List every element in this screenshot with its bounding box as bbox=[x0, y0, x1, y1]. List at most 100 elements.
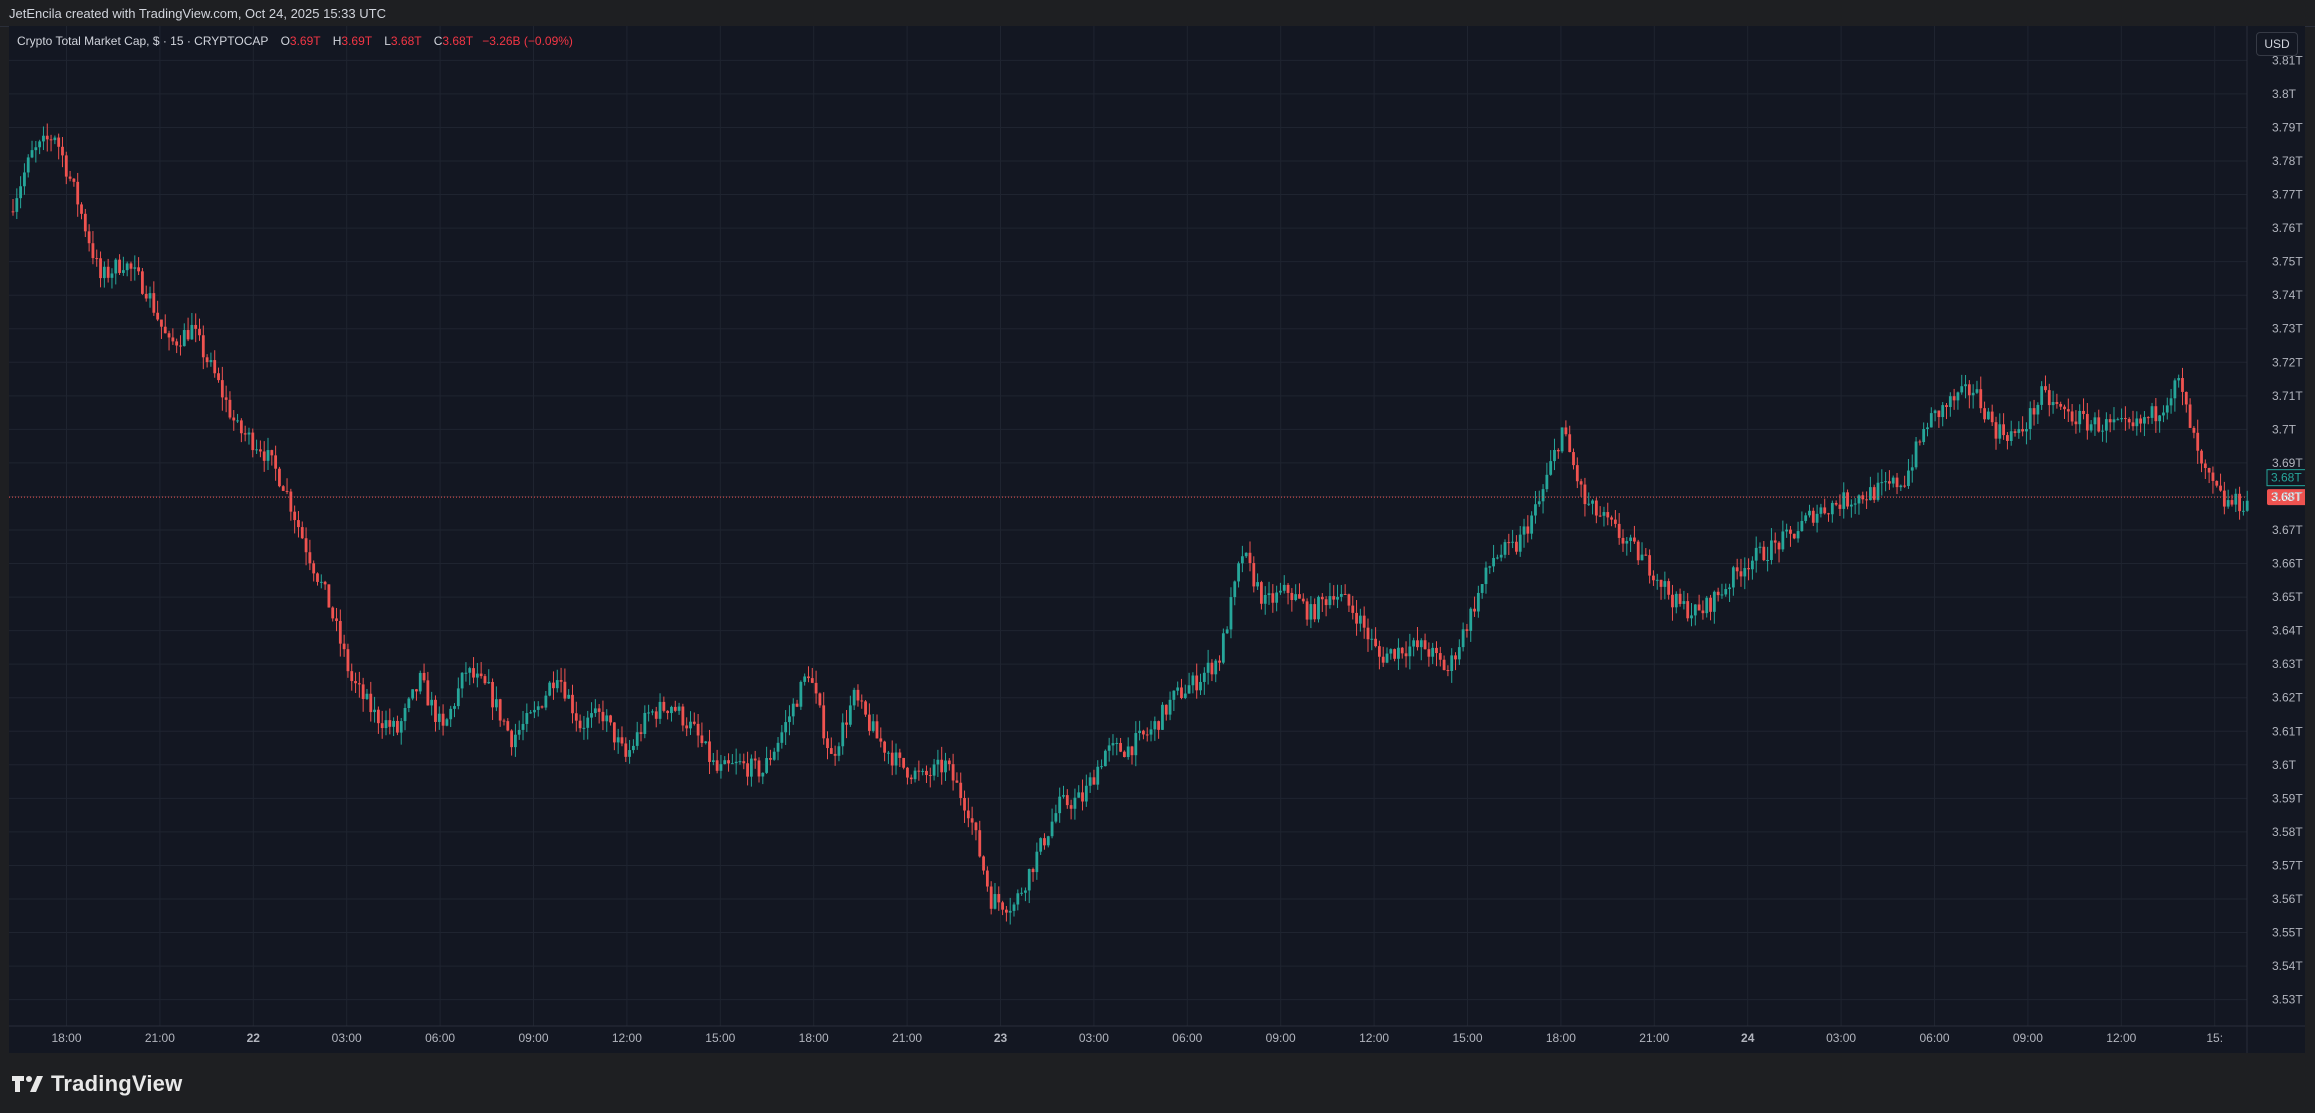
candle-body bbox=[643, 712, 647, 734]
candle bbox=[734, 748, 738, 775]
candle bbox=[1625, 537, 1629, 556]
candle-body bbox=[715, 760, 719, 771]
candle bbox=[1549, 450, 1553, 476]
candle bbox=[1362, 606, 1366, 639]
candle-body bbox=[993, 894, 997, 909]
candle-body bbox=[1115, 742, 1119, 744]
candle-body bbox=[293, 511, 297, 521]
candle bbox=[19, 176, 23, 209]
candle-body bbox=[342, 643, 346, 650]
y-tick-label: 3.67T bbox=[2272, 523, 2303, 537]
x-tick-label: 06:00 bbox=[1172, 1031, 1202, 1045]
candle-body bbox=[982, 856, 985, 871]
candle bbox=[2241, 501, 2245, 516]
candle-body bbox=[692, 721, 696, 724]
candle-body bbox=[890, 752, 894, 766]
candle bbox=[2203, 459, 2207, 479]
candle bbox=[456, 677, 460, 710]
candle bbox=[1553, 438, 1556, 471]
candle-body bbox=[1796, 531, 1800, 539]
candle bbox=[1260, 580, 1263, 610]
candle-body bbox=[1476, 592, 1480, 612]
candle-body bbox=[422, 672, 426, 681]
candle-body bbox=[2006, 435, 2009, 441]
brand[interactable]: TradingView bbox=[11, 1071, 182, 1097]
candle-body bbox=[1522, 526, 1526, 535]
candle bbox=[1347, 593, 1351, 612]
close-value: 3.68T bbox=[442, 34, 473, 48]
candle-body bbox=[1998, 424, 2002, 439]
candle bbox=[1240, 545, 1244, 573]
candle bbox=[1050, 808, 1054, 839]
candle-body bbox=[2089, 424, 2093, 431]
candle-body bbox=[2234, 493, 2238, 505]
symbol-name[interactable]: Crypto Total Market Cap, $ · 15 · CRYPTO… bbox=[17, 34, 269, 48]
candle bbox=[1419, 638, 1423, 661]
candle-body bbox=[2226, 500, 2230, 507]
candle bbox=[860, 694, 864, 709]
candle-body bbox=[1286, 584, 1290, 593]
candle bbox=[190, 312, 194, 340]
candle bbox=[1811, 507, 1815, 527]
candle bbox=[723, 756, 727, 765]
candle bbox=[1652, 570, 1655, 586]
candle bbox=[2036, 402, 2040, 424]
candle bbox=[525, 703, 529, 733]
candle bbox=[1480, 584, 1484, 599]
currency-button[interactable]: USD bbox=[2256, 32, 2298, 56]
candle bbox=[1709, 594, 1712, 621]
candle-body bbox=[262, 451, 266, 461]
candle-body bbox=[673, 706, 677, 711]
candle bbox=[1484, 561, 1488, 594]
candle-body bbox=[883, 741, 887, 753]
candle bbox=[1119, 737, 1122, 753]
candle-body bbox=[1065, 795, 1069, 806]
candle-body bbox=[769, 758, 772, 760]
candle bbox=[1073, 788, 1077, 820]
candle-body bbox=[1153, 721, 1157, 730]
candle bbox=[160, 319, 163, 339]
candle-body bbox=[1233, 581, 1237, 598]
candle bbox=[963, 790, 966, 823]
candle-body bbox=[232, 417, 236, 421]
candle bbox=[1720, 583, 1724, 599]
candle bbox=[1122, 750, 1126, 758]
candle-body bbox=[270, 450, 274, 456]
candle bbox=[1952, 388, 1956, 410]
candle-body bbox=[1750, 560, 1754, 570]
candle bbox=[982, 855, 985, 875]
candle-body bbox=[2047, 390, 2051, 406]
candle-body bbox=[1206, 662, 1210, 673]
candle bbox=[1945, 402, 1948, 420]
candle bbox=[2101, 424, 2104, 442]
y-tick-label: 3.54T bbox=[2272, 959, 2303, 973]
candle-body bbox=[297, 520, 300, 528]
candle-body bbox=[837, 746, 841, 756]
candle bbox=[445, 717, 449, 727]
chart-area[interactable]: 3.68T 3.68T 3.53T 3.54T 3.55T 3.56T 3.57T 3.58… bbox=[9, 26, 2305, 1053]
candle bbox=[1636, 539, 1640, 565]
candle bbox=[1301, 593, 1305, 604]
candle-body bbox=[833, 753, 837, 756]
candle-body bbox=[951, 764, 955, 781]
candle-body bbox=[2085, 413, 2089, 431]
candle-body bbox=[1948, 396, 1952, 407]
candle-body bbox=[498, 699, 502, 721]
candle bbox=[61, 137, 64, 168]
candle-body bbox=[1693, 604, 1697, 616]
candle-body bbox=[1027, 869, 1031, 891]
candle-body bbox=[719, 764, 723, 771]
candle-body bbox=[468, 668, 472, 673]
candle-body bbox=[867, 714, 871, 731]
candle-body bbox=[639, 732, 643, 734]
candle-body bbox=[1294, 594, 1298, 600]
candle bbox=[1815, 504, 1819, 533]
candle-body bbox=[2025, 429, 2028, 432]
candle bbox=[289, 488, 293, 521]
candle-body bbox=[1990, 411, 1994, 423]
chart-svg[interactable]: 3.68T 3.68T 3.53T 3.54T 3.55T 3.56T 3.57T 3.58… bbox=[9, 26, 2305, 1053]
candle bbox=[121, 256, 125, 276]
candle-body bbox=[255, 449, 258, 451]
candle-body bbox=[186, 330, 190, 340]
candle bbox=[1606, 502, 1610, 526]
